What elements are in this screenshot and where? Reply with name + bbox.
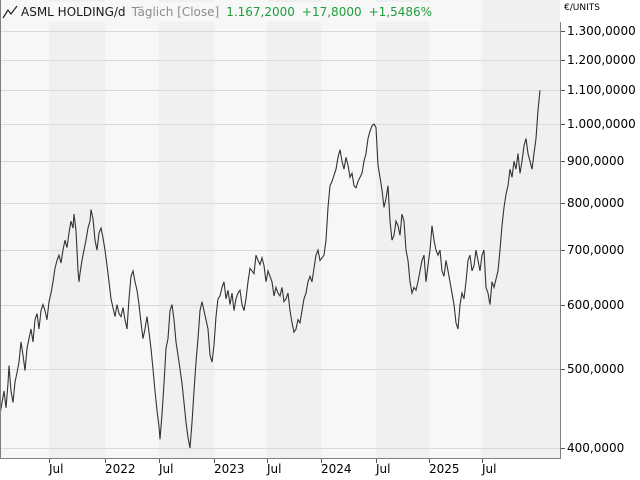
x-axis-label: 2025 — [429, 462, 460, 476]
y-axis-label: 1.200,0000 — [567, 52, 636, 67]
axis-unit: €/UNITS — [564, 3, 600, 13]
x-axis-label: Jul — [376, 462, 391, 476]
x-axis-label: 2022 — [105, 462, 136, 476]
time-bands — [49, 22, 560, 458]
line-chart-icon — [2, 5, 18, 19]
time-band — [159, 22, 214, 458]
time-band — [482, 22, 560, 458]
y-axis-label: 700,0000 — [567, 243, 625, 258]
y-axis-label: 1.000,0000 — [567, 117, 636, 132]
chart-mode: Täglich [Close] — [131, 5, 220, 19]
price-change-percent: +1,5486% — [368, 5, 433, 19]
time-band — [214, 22, 267, 458]
price-line — [0, 90, 541, 449]
y-axis-label: 1.100,0000 — [567, 83, 636, 98]
chart-header: ASML HOLDING/d Täglich [Close] 1.167,200… — [2, 2, 437, 22]
x-axis-label: 2023 — [214, 462, 245, 476]
x-axis-label: 2024 — [321, 462, 352, 476]
x-axis-ticks — [49, 459, 483, 463]
time-band — [376, 22, 429, 458]
price-change: +17,8000 — [301, 5, 362, 19]
y-axis-label: 500,0000 — [567, 362, 625, 377]
time-band — [105, 22, 159, 458]
gridlines — [0, 31, 560, 449]
y-axis-label: 800,0000 — [567, 195, 625, 210]
x-axis-label: Jul — [482, 462, 497, 476]
y-axis-label: 400,0000 — [567, 441, 625, 456]
x-axis-label: Jul — [49, 462, 64, 476]
y-axis-label: 600,0000 — [567, 297, 625, 312]
x-axis-label: Jul — [159, 462, 174, 476]
y-axis-label: 900,0000 — [567, 154, 625, 169]
last-price: 1.167,2000 — [226, 5, 295, 19]
instrument-name: ASML HOLDING/d — [21, 5, 126, 19]
x-axis-label: Jul — [267, 462, 282, 476]
time-band — [429, 22, 482, 458]
y-axis-ticks — [561, 31, 565, 449]
y-axis-label: 1.300,0000 — [567, 24, 636, 39]
time-band — [321, 22, 376, 458]
time-band — [267, 22, 321, 458]
